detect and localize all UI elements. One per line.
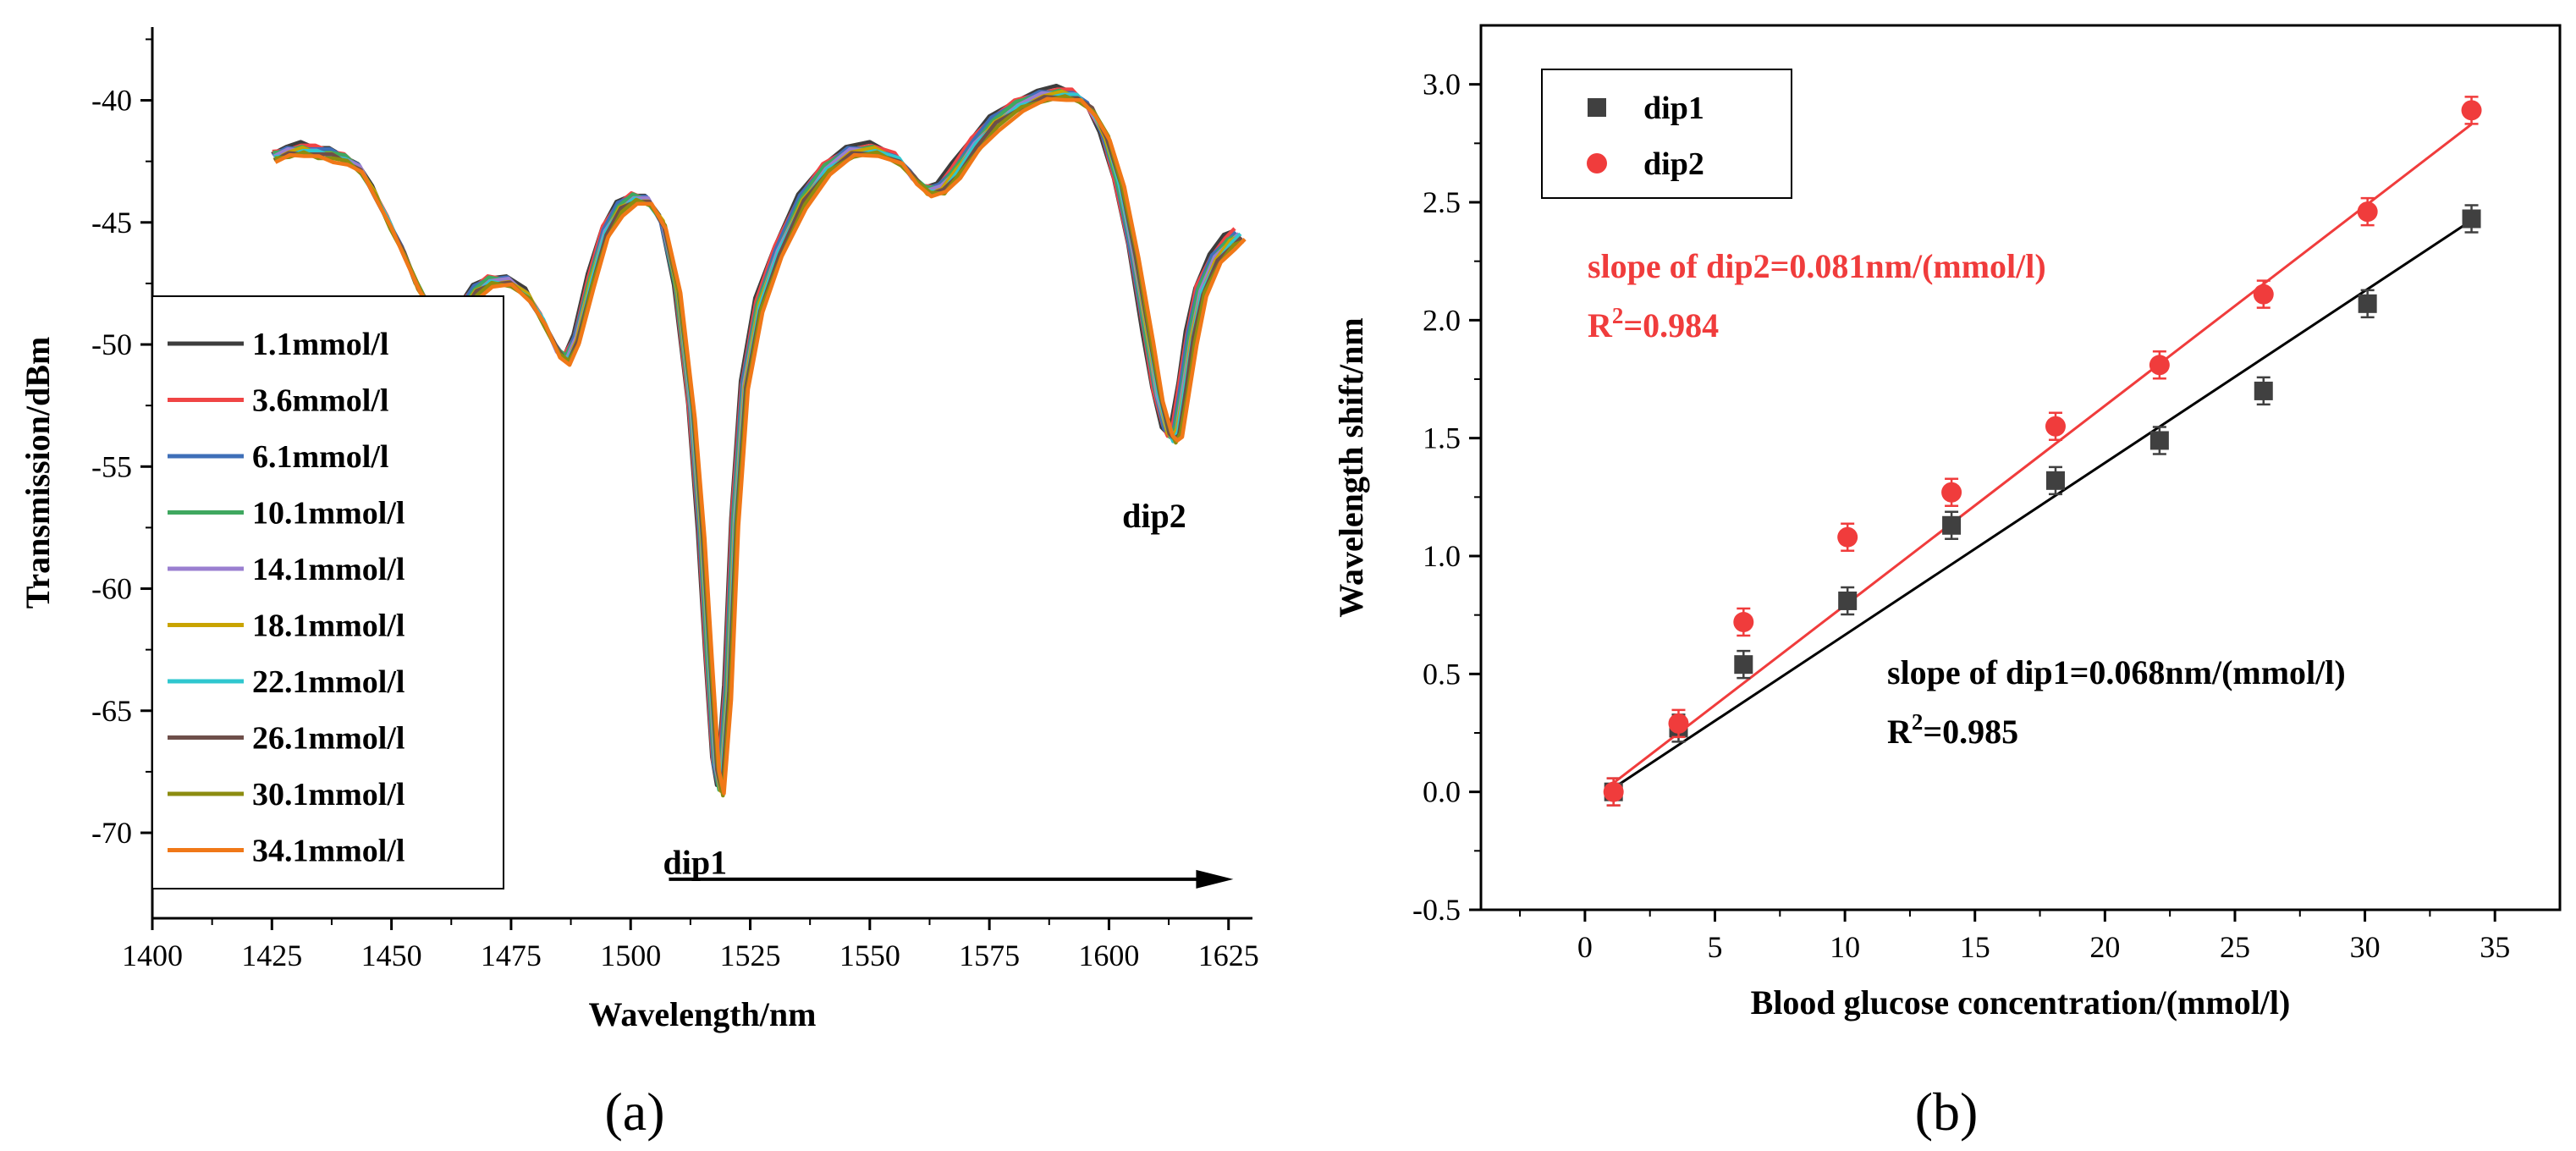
b-fit-lines — [1610, 123, 2473, 791]
b-legend-label: dip1 — [1643, 91, 1704, 126]
b-x-tick-label: 25 — [2220, 930, 2250, 964]
a-x-tick-label: 1400 — [122, 939, 183, 972]
b-y-tick-label: 2.0 — [1423, 303, 1461, 337]
b-legend-marker — [1588, 98, 1606, 117]
b-r2-annotation: R2=0.984 — [1588, 303, 1719, 344]
a-y-axis-label: Transmission/dBm — [19, 337, 57, 609]
a-legend-label: 34.1mmol/l — [252, 834, 405, 869]
b-y-tick-label: 2.5 — [1423, 185, 1461, 219]
a-y-tick-label: -55 — [91, 449, 132, 483]
b-x-tick-label: 20 — [2089, 930, 2120, 964]
a-x-tick-label: 1425 — [241, 939, 302, 972]
b-point-dip1 — [2045, 471, 2065, 490]
a-x-tick-label: 1575 — [959, 939, 1020, 972]
b-fit-line — [1610, 219, 2473, 791]
a-legend-label: 22.1mmol/l — [252, 664, 405, 700]
b-data-points — [1603, 96, 2482, 807]
b-x-tick-label: 15 — [1960, 930, 1990, 964]
panel-a-label: (a) — [604, 1082, 664, 1142]
a-legend-label: 18.1mmol/l — [252, 609, 405, 644]
a-dip-label: dip2 — [1122, 497, 1186, 535]
a-y-tick-label: -60 — [91, 572, 132, 606]
b-point-dip2 — [1733, 612, 1754, 633]
b-point-dip1 — [2149, 431, 2169, 450]
a-x-tick-label: 1525 — [720, 939, 781, 972]
b-slope-annotation: slope of dip1=0.068nm/(mmol/l) — [1887, 653, 2346, 691]
b-legend-label: dip2 — [1643, 146, 1704, 182]
shift-arrow-head — [1196, 869, 1234, 889]
b-y-tick-label: -0.5 — [1412, 893, 1461, 927]
a-legend: 1.1mmol/l 3.6mmol/l 6.1mmol/l 10.1mmol/l 14.… — [151, 295, 504, 889]
a-y-tick-label: -70 — [91, 816, 132, 850]
panel-b-label: (b) — [1915, 1082, 1979, 1142]
panel-a-chart: 1400 1425 1450 1475 1500 1525 1550 1575 1600 1625… — [19, 27, 1259, 1142]
b-point-dip2 — [2045, 416, 2066, 437]
b-y-tick-label: 1.5 — [1423, 421, 1461, 455]
b-point-dip1 — [2254, 381, 2273, 400]
a-y-tick-label: -50 — [91, 328, 132, 361]
b-plot-frame — [1479, 24, 2562, 911]
b-x-tick-label: 35 — [2480, 930, 2510, 964]
b-point-dip2 — [2149, 355, 2170, 376]
a-y-tick-label: -45 — [91, 206, 132, 240]
a-y-tick-label: -40 — [91, 84, 132, 118]
a-x-tick-label: 1600 — [1078, 939, 1139, 972]
b-point-dip2 — [1668, 713, 1689, 734]
a-annotations: dip1 dip2 — [663, 497, 1234, 889]
b-point-dip2 — [2357, 201, 2378, 223]
b-legend: dip1 dip2 — [1541, 69, 1792, 199]
a-x-tick-label: 1450 — [361, 939, 422, 972]
b-point-dip1 — [1734, 655, 1753, 675]
b-x-tick-label: 30 — [2350, 930, 2381, 964]
b-point-dip2 — [1603, 781, 1624, 802]
b-y-tick-label: 0.0 — [1423, 775, 1461, 809]
a-legend-label: 6.1mmol/l — [252, 439, 388, 475]
a-y-tick-label: -65 — [91, 694, 132, 728]
a-legend-label: 30.1mmol/l — [252, 777, 405, 812]
b-y-tick-label: 1.0 — [1423, 539, 1461, 573]
b-x-tick-label: 5 — [1708, 930, 1723, 964]
a-x-tick-label: 1625 — [1198, 939, 1259, 972]
b-x-axis-label: Blood glucose concentration/(mmol/l) — [1751, 983, 2291, 1022]
b-point-dip1 — [2358, 294, 2377, 313]
panel-b-chart: 0 5 10 15 20 25 30 35-0.50.00.51.01.52.02.53.0 … — [1332, 24, 2562, 1142]
a-legend-label: 14.1mmol/l — [252, 552, 405, 587]
b-r2-annotation: R2=0.985 — [1887, 709, 2018, 751]
b-legend-marker — [1587, 153, 1607, 173]
b-y-tick-label: 3.0 — [1423, 68, 1461, 102]
a-legend-box — [151, 295, 504, 889]
b-fit-annotations: slope of dip1=0.068nm/(mmol/l) R2=0.985 sl… — [1588, 247, 2346, 751]
b-legend-box — [1541, 69, 1792, 199]
b-point-dip1 — [1942, 515, 1962, 535]
b-fit-line — [1610, 123, 2473, 786]
b-point-dip2 — [2253, 284, 2274, 305]
a-x-tick-label: 1475 — [481, 939, 542, 972]
a-x-tick-label: 1550 — [839, 939, 900, 972]
b-point-dip2 — [1941, 482, 1962, 503]
b-x-tick-label: 0 — [1577, 930, 1593, 964]
b-x-tick-label: 10 — [1830, 930, 1860, 964]
a-legend-label: 10.1mmol/l — [252, 496, 405, 531]
a-x-tick-label: 1500 — [600, 939, 661, 972]
a-dip-label: dip1 — [663, 844, 727, 882]
b-ticks: 0 5 10 15 20 25 30 35 -0.5 0.0 0.5 1.0 1.5 2.0 2.5 3.0 — [1412, 68, 2510, 964]
a-legend-label: 26.1mmol/l — [252, 721, 405, 757]
b-point-dip1 — [1838, 591, 1858, 610]
b-point-dip2 — [1837, 526, 1858, 548]
b-point-dip1 — [2462, 209, 2481, 229]
a-x-axis-label: Wavelength/nm — [589, 995, 817, 1033]
a-ticks: 1400 1425 1450 1475 1500 1525 1550 1575 1600 1625… — [91, 38, 1259, 972]
a-legend-label: 3.6mmol/l — [252, 383, 388, 419]
b-point-dip2 — [2461, 100, 2482, 121]
b-y-axis-label: Wavelength shift/nm — [1332, 317, 1370, 617]
b-slope-annotation: slope of dip2=0.081nm/(mmol/l) — [1588, 247, 2046, 285]
a-legend-label: 1.1mmol/l — [252, 327, 388, 362]
b-y-tick-label: 0.5 — [1423, 657, 1461, 691]
